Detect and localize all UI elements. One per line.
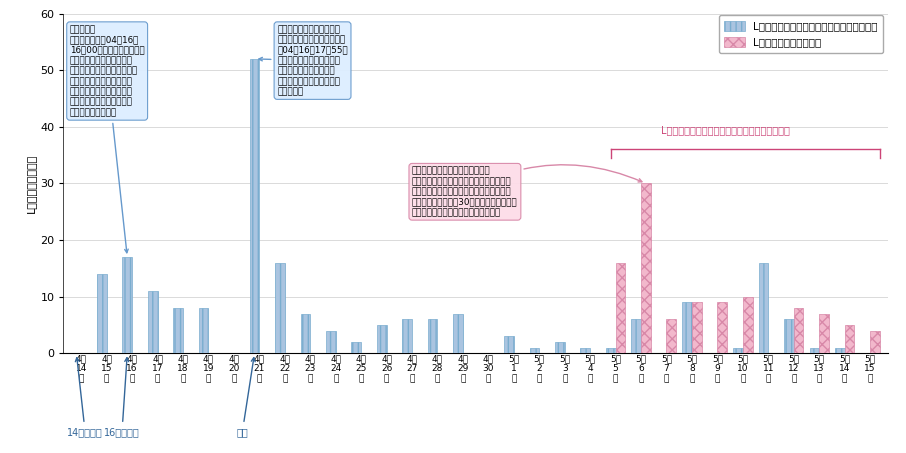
Bar	[809, 348, 819, 353]
Bar	[692, 303, 701, 353]
Bar	[743, 297, 753, 353]
Text: 【南阿蛸村】避難指示発令
［見出し文］　避難指示　発
令04月16日17時55分
（中松三区、東下田区、下
田区、喜多区、長野区、
黒川区、立野区、新所区、
赤: 【南阿蛸村】避難指示発令 ［見出し文］ 避難指示 発 令04月16日17時55分…	[259, 25, 348, 96]
Bar	[844, 325, 854, 353]
Bar	[326, 331, 336, 353]
Bar	[198, 308, 208, 353]
Text: 【宇城市】
避難勧告　発令04月16日
16時00分（危険地区）［補
足情報］危険地区　避難所
は市内１９カ所。市内の土砂
災害、河川堤防決壊、ため
池決壊の恐: 【宇城市】 避難勧告 発令04月16日 16時00分（危険地区）［補 足情報］危…	[70, 25, 145, 253]
Bar	[631, 319, 641, 353]
Y-axis label: Lアラート発信件数: Lアラート発信件数	[26, 154, 36, 213]
Legend: Lアラート（避難指示（緊急）・避難勧告）, Lアラート（お知らせ）: Lアラート（避難指示（緊急）・避難勧告）, Lアラート（お知らせ）	[718, 15, 882, 53]
Bar	[173, 308, 183, 353]
Text: 14日の地震: 14日の地震	[67, 358, 103, 437]
Text: 16日の地震: 16日の地震	[104, 358, 140, 437]
Bar	[870, 331, 880, 353]
Bar	[377, 325, 387, 353]
Bar	[758, 263, 768, 353]
Bar	[504, 336, 514, 353]
Bar	[555, 342, 564, 353]
Bar	[453, 314, 463, 353]
Bar	[402, 319, 412, 353]
Bar	[667, 319, 676, 353]
Text: 豪雨: 豪雨	[236, 357, 255, 437]
Bar	[581, 348, 590, 353]
Bar	[428, 319, 438, 353]
Bar	[301, 314, 310, 353]
Bar	[352, 342, 361, 353]
Bar	[275, 263, 284, 353]
Bar	[682, 303, 692, 353]
Text: 【益城町】相談窓口設置について
中央公民館のロビーに、今回の地震に関す
る相談窓口を本日から設置します。相談受
付時間は、午前９時30分から正午まで、及
び午後: 【益城町】相談窓口設置について 中央公民館のロビーに、今回の地震に関す る相談窓…	[412, 165, 642, 217]
Bar	[530, 348, 539, 353]
Bar	[718, 303, 727, 353]
Bar	[835, 348, 844, 353]
Bar	[606, 348, 615, 353]
Bar	[819, 314, 829, 353]
Bar	[250, 59, 259, 353]
Bar	[615, 263, 625, 353]
Text: Lアラート（お知らせ）の発信が増加（益城町）: Lアラート（お知らせ）の発信が増加（益城町）	[661, 125, 790, 135]
Bar	[148, 291, 158, 353]
Bar	[794, 308, 804, 353]
Bar	[97, 274, 107, 353]
Bar	[641, 183, 651, 353]
Bar	[784, 319, 794, 353]
Bar	[733, 348, 743, 353]
Bar	[122, 257, 132, 353]
